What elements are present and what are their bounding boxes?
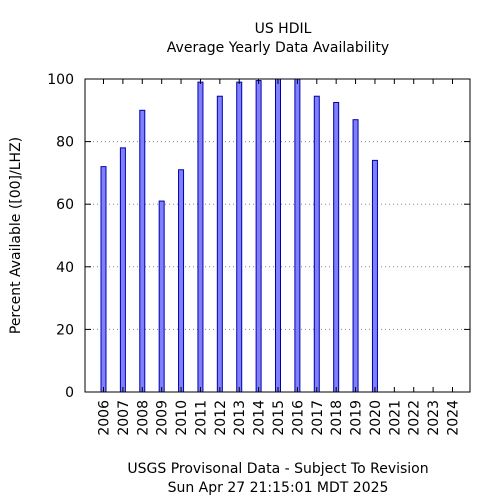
x-tick-label: 2014 bbox=[252, 400, 268, 436]
bar bbox=[119, 147, 126, 393]
x-tick-label: 2009 bbox=[155, 400, 171, 436]
bar bbox=[178, 169, 185, 393]
bar bbox=[371, 159, 378, 393]
x-tick-label: 2007 bbox=[116, 400, 132, 436]
x-tick-label: 2021 bbox=[387, 400, 403, 436]
footer-disclaimer: USGS Provisonal Data - Subject To Revisi… bbox=[127, 461, 428, 477]
y-axis: 0 20 40 60 80 100 bbox=[47, 72, 470, 401]
bar bbox=[255, 80, 262, 393]
bar bbox=[139, 109, 146, 393]
x-tick-label: 2022 bbox=[407, 400, 423, 436]
chart-subtitle: Average Yearly Data Availability bbox=[167, 40, 389, 56]
x-tick-label: 2024 bbox=[446, 400, 462, 436]
y-tick-label: 100 bbox=[47, 72, 74, 88]
bar bbox=[313, 95, 320, 393]
bar bbox=[352, 119, 359, 393]
x-tick-label: 2012 bbox=[213, 400, 229, 436]
x-tick-label: 2013 bbox=[232, 400, 248, 436]
x-tick-label: 2019 bbox=[349, 400, 365, 436]
bar bbox=[236, 81, 243, 393]
y-tick-label: 80 bbox=[56, 135, 74, 151]
x-tick-label: 2011 bbox=[193, 400, 209, 436]
x-tick-label: 2018 bbox=[329, 400, 345, 436]
x-tick-label: 2006 bbox=[97, 400, 113, 436]
footer-timestamp: Sun Apr 27 21:15:01 MDT 2025 bbox=[168, 480, 389, 496]
x-tick-label: 2008 bbox=[135, 400, 151, 436]
x-axis: 2006 2007 2008 2009 2010 2011 2012 2013 2014 2015… bbox=[97, 79, 462, 436]
x-tick-label: 2015 bbox=[271, 400, 287, 436]
bar bbox=[275, 78, 281, 393]
x-tick-label: 2010 bbox=[174, 400, 190, 436]
bar bbox=[333, 101, 340, 393]
chart-title: US HDIL bbox=[255, 21, 312, 37]
y-tick-label: 40 bbox=[56, 260, 74, 276]
bars bbox=[100, 78, 378, 393]
bar bbox=[216, 95, 223, 393]
bar bbox=[294, 78, 301, 393]
bar bbox=[158, 200, 165, 393]
x-tick-label: 2016 bbox=[290, 400, 306, 436]
y-tick-label: 0 bbox=[65, 385, 74, 401]
y-tick-label: 60 bbox=[56, 197, 74, 213]
x-tick-label: 2020 bbox=[368, 400, 384, 436]
y-axis-label: Percent Available ([00]/LHZ) bbox=[8, 137, 24, 334]
y-tick-label: 20 bbox=[56, 322, 74, 338]
bar bbox=[197, 81, 204, 393]
x-tick-label: 2023 bbox=[426, 400, 442, 436]
bar bbox=[100, 166, 107, 393]
x-tick-label: 2017 bbox=[310, 400, 326, 436]
